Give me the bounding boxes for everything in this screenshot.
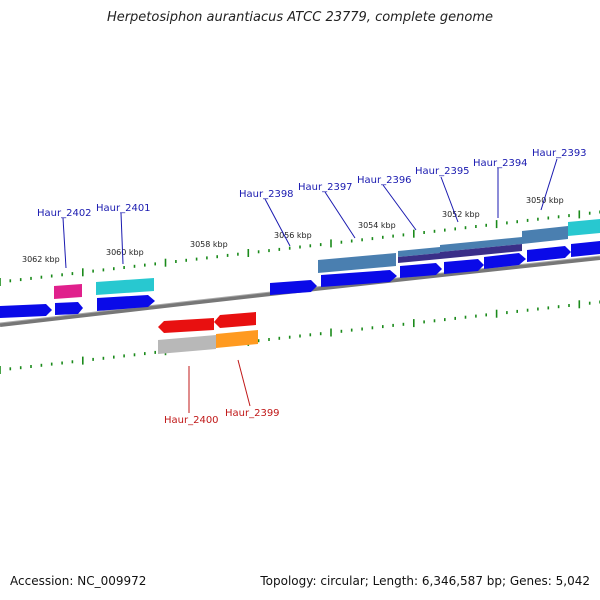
gene-label-haur-2402[interactable]: Haur_2402 [37,208,92,219]
gene-arrow-forward[interactable] [97,295,155,311]
feature-bar-magenta[interactable] [54,284,82,299]
feature-bar-gray[interactable] [158,335,216,354]
gene-arrow-forward[interactable] [0,304,52,318]
gene-arrow-forward[interactable] [484,253,526,269]
gene-label-haur-2399[interactable]: Haur_2399 [225,408,280,419]
gene-arrow-forward[interactable] [400,263,442,278]
scale-label: 3060 kbp [106,248,144,257]
scale-label: 3052 kbp [442,210,480,219]
forward-gene-track [0,241,600,318]
scale-label: 3062 kbp [22,255,60,264]
feature-bar-steel[interactable] [522,226,568,244]
gene-arrow-forward[interactable] [55,302,83,315]
gene-label-haur-2393[interactable]: Haur_2393 [532,148,587,159]
feature-bar-navy[interactable] [398,253,440,263]
scale-label: 3056 kbp [274,231,312,240]
leader-lines-bottom [188,359,251,413]
gene-label-haur-2397[interactable]: Haur_2397 [298,182,353,193]
gene-label-haur-2395[interactable]: Haur_2395 [415,166,470,177]
gene-arrow-reverse[interactable] [214,312,256,328]
feature-bar-steel[interactable] [440,237,522,252]
leader-lines-top [62,158,558,269]
gene-arrow-forward[interactable] [270,280,317,295]
gene-arrow-forward[interactable] [571,241,600,257]
gene-label-haur-2396[interactable]: Haur_2396 [357,175,412,186]
gene-label-haur-2398[interactable]: Haur_2398 [239,189,294,200]
scale-label: 3050 kbp [526,196,564,205]
feature-bar-cyan[interactable] [96,278,154,295]
tick-track-top [0,210,600,286]
feature-bar-steel[interactable] [318,253,396,273]
scale-label: 3054 kbp [358,221,396,230]
gene-label-haur-2400[interactable]: Haur_2400 [164,415,219,426]
gene-arrow-forward[interactable] [527,246,571,262]
gene-arrow-forward[interactable] [444,259,484,274]
feature-bar-steel[interactable] [398,247,440,257]
scale-label: 3058 kbp [190,240,228,249]
gene-arrow-forward[interactable] [321,270,397,287]
accession-text: Accession: NC_009972 [10,574,147,588]
map-title: Herpetosiphon aurantiacus ATCC 23779, co… [106,10,494,25]
tick-track-bottom [0,300,600,374]
feature-bar-orange[interactable] [216,330,258,348]
reverse-gene-track [158,312,258,354]
forward-feature-track [54,219,600,299]
feature-bar-navy[interactable] [440,244,522,259]
gene-label-haur-2401[interactable]: Haur_2401 [96,203,151,214]
gene-label-haur-2394[interactable]: Haur_2394 [473,158,528,169]
gene-arrow-reverse[interactable] [158,318,214,333]
topology-summary: Topology: circular; Length: 6,346,587 bp… [260,574,590,588]
feature-bar-cyan[interactable] [568,219,600,236]
